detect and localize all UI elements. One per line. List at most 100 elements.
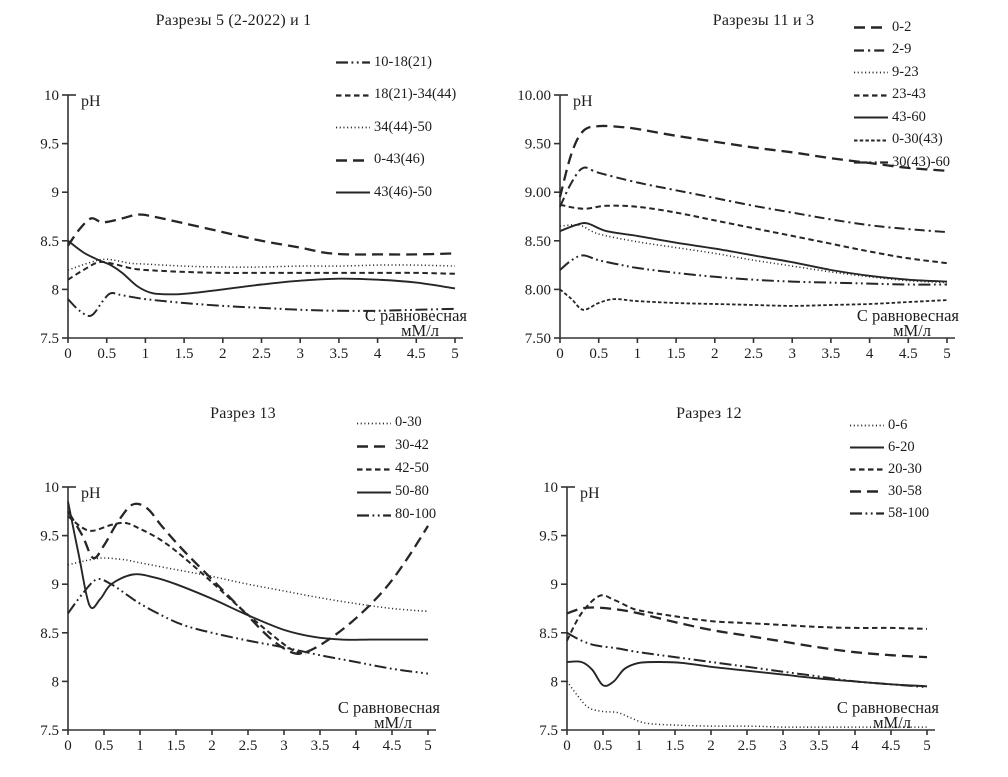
series-line-2-9: [559, 166, 948, 234]
y-axis-title: pH: [573, 93, 593, 110]
y-tick-label: 8.50: [525, 234, 551, 250]
legend-line-sample: [854, 49, 888, 52]
y-tick-label: 10: [543, 480, 558, 496]
y-tick-label: 8: [52, 674, 60, 690]
x-tick-label: 3.5: [822, 346, 841, 362]
y-tick-label: 8.5: [539, 626, 558, 642]
x-tick-label: 2: [208, 738, 216, 754]
x-tick-label: 1.5: [167, 738, 186, 754]
legend-item: 6-20: [849, 436, 929, 458]
series-line-0-2: [558, 124, 948, 198]
y-axis-title: pH: [81, 485, 101, 502]
y-tick-label: 8: [52, 282, 60, 298]
x-tick-label: 0: [556, 346, 564, 362]
y-tick-label: 8.5: [40, 234, 59, 250]
x-tick-label: 1.5: [175, 346, 194, 362]
x-tick-label: 5: [923, 738, 931, 754]
series-line-43-60: [559, 222, 948, 283]
legend-label: 20-30: [888, 460, 922, 477]
legend-line-sample: [336, 94, 370, 97]
chart-legend: 10-18(21) 18(21)-34(44) 34(44)-50 0-43(46) 4…: [335, 46, 456, 209]
legend-item: 0-43(46): [335, 144, 456, 177]
legend-label: 18(21)-34(44): [374, 86, 457, 103]
legend-line-sample: [854, 94, 888, 97]
x-tick-label: 4.5: [383, 738, 402, 754]
legend-item: 42-50: [356, 457, 436, 480]
chart-razrez-13: Разрез 13 7.5 8 8.5 9 9.5 10 0 0.5 1 1.5 2 2.5 3 3.5 4…: [0, 389, 504, 777]
series-line-30-42: [67, 502, 429, 656]
series-line-6-20: [566, 660, 928, 688]
x-axis-title-line2: мМ/л: [893, 321, 931, 340]
series-line-42-50: [67, 515, 306, 656]
series-line-9-23: [559, 224, 948, 284]
y-tick-label: 10: [44, 88, 59, 104]
series-line-34(44)-50: [67, 258, 456, 271]
chart-legend: 0-30 30-42 42-50 50-80 80-100: [356, 411, 436, 526]
legend-line-sample: [850, 424, 884, 427]
legend-item: 0-2: [853, 16, 950, 39]
legend-label: 50-80: [395, 483, 429, 499]
legend-line-sample: [854, 71, 888, 74]
legend-line-sample: [850, 468, 884, 471]
x-tick-label: 1: [142, 346, 150, 362]
legend-label: 2-9: [892, 41, 912, 58]
chart-razrez-12: Разрез 12 7.5 8 8.5 9 9.5 10 0 0.5 1 1.5 2 2.5 3 3.5 4…: [504, 389, 1008, 777]
chart-razrezy-5-2022-i-1: Разрезы 5 (2-2022) и 1 7.5 8 8.5 9 9.5 10 0 0.5…: [0, 0, 504, 388]
legend-line-sample: [850, 512, 884, 515]
legend-line-sample: [357, 513, 391, 517]
legend-item: 43-60: [853, 106, 950, 129]
y-tick-label: 9: [52, 577, 60, 593]
y-axis-title: pH: [580, 485, 600, 502]
legend-item: 43(46)-50: [335, 176, 456, 209]
x-axis-title-line2: мМ/л: [374, 713, 412, 732]
x-tick-label: 0.5: [589, 346, 608, 362]
x-tick-label: 0: [563, 738, 571, 754]
legend-label: 0-30: [395, 414, 422, 430]
legend-item: 80-100: [356, 503, 436, 526]
legend-line-sample: [854, 139, 888, 142]
x-tick-label: 4: [374, 346, 382, 362]
legend-line-sample: [850, 490, 884, 493]
x-tick-label: 2: [711, 346, 719, 362]
y-tick-label: 9.5: [539, 529, 558, 545]
x-tick-label: 2.5: [252, 346, 271, 362]
legend-label: 0-43(46): [374, 151, 425, 168]
series-line-30(43)-60: [559, 254, 948, 286]
x-tick-label: 4: [866, 346, 874, 362]
y-tick-label: 9: [52, 185, 60, 201]
x-tick-label: 3: [280, 738, 288, 754]
legend-label: 58-100: [888, 504, 930, 521]
legend-line-sample: [336, 126, 370, 129]
x-tick-label: 4.5: [407, 346, 426, 362]
x-axis-title-line1: С равновесная: [837, 698, 939, 717]
chart-legend: 0-2 2-9 9-23 23-43 43-60 0-30(43) 30(43)-60: [853, 16, 950, 174]
legend-line-sample: [357, 444, 391, 448]
y-axis-title: pH: [81, 93, 101, 110]
x-tick-label: 0.5: [95, 738, 114, 754]
x-tick-label: 3.5: [810, 738, 829, 754]
x-tick-label: 2: [219, 346, 227, 362]
y-tick-label: 7.5: [539, 723, 558, 739]
x-tick-label: 4.5: [899, 346, 918, 362]
legend-line-sample: [357, 467, 391, 471]
x-tick-label: 2: [707, 738, 715, 754]
legend-label: 23-43: [892, 86, 926, 103]
series-line-30-58: [566, 606, 928, 659]
x-tick-label: 4: [851, 738, 859, 754]
series-line-0-30: [67, 557, 429, 613]
legend-label: 42-50: [395, 460, 429, 476]
x-tick-label: 4: [352, 738, 360, 754]
y-tick-label: 9: [551, 577, 559, 593]
x-tick-label: 0: [64, 738, 72, 754]
legend-line-sample: [336, 191, 370, 194]
x-tick-label: 1: [635, 738, 643, 754]
y-tick-label: 7.5: [40, 723, 59, 739]
legend-line-sample: [854, 161, 888, 164]
x-tick-label: 1.5: [666, 738, 685, 754]
x-tick-label: 2.5: [738, 738, 757, 754]
y-tick-label: 9.5: [40, 529, 59, 545]
legend-item: 10-18(21): [335, 46, 456, 79]
x-tick-label: 3.5: [311, 738, 330, 754]
legend-item: 0-30: [356, 411, 436, 434]
